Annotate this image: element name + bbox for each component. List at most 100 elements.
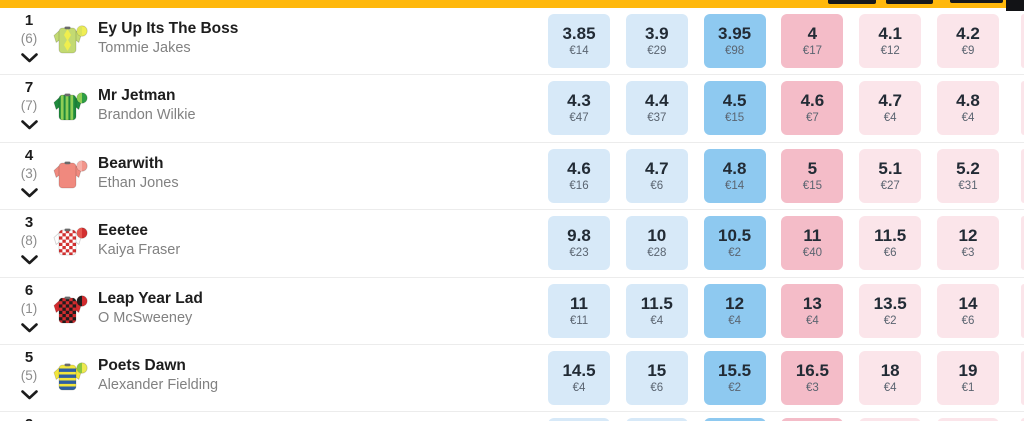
lay-odds-cell[interactable]: 4.6 €7 [781, 81, 844, 136]
back-odds-cell[interactable] [625, 418, 688, 421]
back-odds-cell[interactable]: 12 €4 [703, 283, 766, 338]
available-stake: €37 [647, 112, 667, 125]
jockey-name: Alexander Fielding [98, 376, 219, 393]
available-stake: €12 [880, 45, 900, 57]
cutoff-toolbar-button[interactable] [828, 0, 876, 4]
lay-odds-cell[interactable]: 4.1 €12 [859, 14, 922, 68]
cutoff-ui-element [1006, 0, 1024, 11]
draw-number: (5) [20, 367, 38, 383]
jockey-silk-icon [51, 292, 89, 326]
available-stake: €3 [805, 381, 819, 394]
odds-price: 14 [958, 293, 978, 313]
chevron-down-icon[interactable] [20, 187, 38, 198]
back-odds-cell[interactable]: 10.5 €2 [703, 216, 766, 271]
lay-odds-cell[interactable]: 4.7 €4 [859, 81, 922, 136]
saddle-number: 2 [10, 416, 48, 421]
jockey-silk-icon [51, 22, 89, 56]
runners-list: 1 (6) Ey Up Its The Boss Tommie Jakes 3.… [0, 8, 1024, 421]
runner-row: 1 (6) Ey Up Its The Boss Tommie Jakes 3.… [0, 8, 1024, 76]
cutoff-odds-cell [1021, 14, 1024, 68]
chevron-down-icon[interactable] [20, 120, 38, 130]
available-stake: €98 [725, 45, 745, 57]
odds-price: 11 [803, 226, 822, 246]
odds-price: 19 [958, 360, 978, 380]
available-stake: €4 [883, 381, 897, 394]
lay-odds-cell[interactable] [859, 418, 922, 421]
runner-row: 6 (1) Leap Year Lad O McSweeney 11 €11 11.… [0, 277, 1024, 345]
back-odds-cell[interactable]: 4.4 €37 [625, 81, 688, 136]
lay-odds-cell[interactable]: 4.2 €9 [937, 14, 999, 68]
available-stake: €4 [805, 314, 819, 327]
lay-odds-cell[interactable]: 11.5 €6 [859, 216, 922, 271]
lay-odds-cell[interactable]: 5 €15 [781, 148, 844, 203]
horse-name[interactable]: Ey Up Its The Boss [98, 20, 239, 37]
lay-odds-cell[interactable]: 16.5 €3 [781, 350, 844, 405]
draw-number: (1) [20, 300, 38, 316]
back-odds-cell[interactable]: 4.6 €16 [548, 148, 610, 203]
lay-odds-cell[interactable]: 19 €1 [937, 350, 999, 405]
odds-price: 10.5 [718, 226, 752, 246]
available-stake: €4 [650, 314, 664, 327]
lay-odds-cell[interactable] [937, 418, 999, 421]
back-odds-cell[interactable]: 15 €6 [625, 350, 688, 405]
lay-odds-cell[interactable]: 11 €40 [781, 216, 844, 271]
lay-odds-cell[interactable]: 4 €17 [781, 14, 844, 68]
lay-odds-cell[interactable] [781, 418, 844, 421]
horse-name[interactable]: Poets Dawn [98, 356, 186, 374]
back-odds-cell[interactable]: 3.9 €29 [625, 14, 688, 68]
available-stake: €6 [961, 314, 975, 327]
odds-price: 4 [807, 24, 818, 43]
horse-name[interactable]: Leap Year Lad [98, 289, 203, 307]
back-odds-cell[interactable]: 3.85 €14 [548, 14, 610, 68]
saddle-number: 7 [24, 79, 34, 97]
available-stake: €9 [961, 45, 975, 57]
back-odds-cell[interactable]: 11.5 €4 [625, 283, 688, 338]
back-odds-cell[interactable]: 9.8 €23 [548, 216, 610, 271]
lay-odds-cell[interactable]: 18 €4 [859, 350, 922, 405]
back-odds-cell[interactable]: 15.5 €2 [703, 350, 766, 405]
odds-price: 5.1 [878, 158, 902, 178]
odds-price: 4.6 [567, 158, 591, 178]
cutoff-toolbar-button[interactable] [886, 0, 933, 4]
lay-odds-cell[interactable]: 13 €4 [781, 283, 844, 338]
back-odds-cell[interactable] [703, 418, 766, 421]
runner-row: 3 (8) Eeetee Kaiya Fraser 9.8 €23 10 €28 10.… [0, 210, 1024, 278]
runner-number-block: 7 (7) [10, 75, 48, 130]
lay-odds-cell[interactable]: 5.1 €27 [859, 148, 922, 203]
horse-name[interactable]: Mr Jetman [98, 87, 176, 105]
horse-name[interactable]: Bearwith [98, 154, 164, 172]
back-odds-cell[interactable]: 11 €11 [548, 283, 610, 338]
runner-row-partial: 2 [0, 412, 1024, 421]
runner-row: 4 (3) Bearwith Ethan Jones 4.6 €16 4.7 €6 4.… [0, 142, 1024, 211]
back-odds-cell[interactable]: 4.7 €6 [625, 148, 688, 203]
lay-odds-cell[interactable]: 5.2 €31 [937, 148, 999, 203]
odds-price: 15 [647, 360, 667, 380]
jockey-name: Brandon Wilkie [98, 107, 196, 124]
back-odds-cell[interactable]: 3.95 €98 [703, 14, 766, 68]
back-odds-cell[interactable]: 10 €28 [625, 216, 688, 271]
cutoff-toolbar-button[interactable] [950, 0, 1003, 3]
lay-odds-cell[interactable]: 4.8 €4 [937, 81, 999, 136]
chevron-down-icon[interactable] [20, 255, 38, 265]
back-odds-cell[interactable]: 4.3 €47 [548, 81, 610, 136]
odds-price: 5.2 [956, 158, 980, 178]
back-odds-cell[interactable] [548, 418, 610, 421]
draw-number: (7) [20, 98, 38, 114]
cutoff-odds-cell [1021, 148, 1024, 203]
draw-number: (6) [20, 31, 38, 46]
lay-odds-cell[interactable]: 13.5 €2 [859, 283, 922, 338]
lay-odds-cell[interactable]: 14 €6 [937, 283, 999, 338]
jockey-silk-icon [51, 89, 89, 123]
back-odds-cell[interactable]: 4.5 €15 [703, 81, 766, 136]
back-odds-cell[interactable]: 4.8 €14 [703, 148, 766, 203]
available-stake: €47 [569, 112, 589, 125]
lay-odds-cell[interactable]: 12 €3 [937, 216, 999, 271]
chevron-down-icon[interactable] [20, 53, 38, 63]
horse-name[interactable]: Eeetee [98, 222, 148, 240]
saddle-number: 5 [24, 348, 34, 366]
runner-number-block: 3 (8) [10, 210, 48, 265]
saddle-number: 3 [24, 214, 34, 232]
chevron-down-icon[interactable] [20, 322, 38, 333]
chevron-down-icon[interactable] [20, 390, 38, 400]
back-odds-cell[interactable]: 14.5 €4 [548, 350, 610, 405]
